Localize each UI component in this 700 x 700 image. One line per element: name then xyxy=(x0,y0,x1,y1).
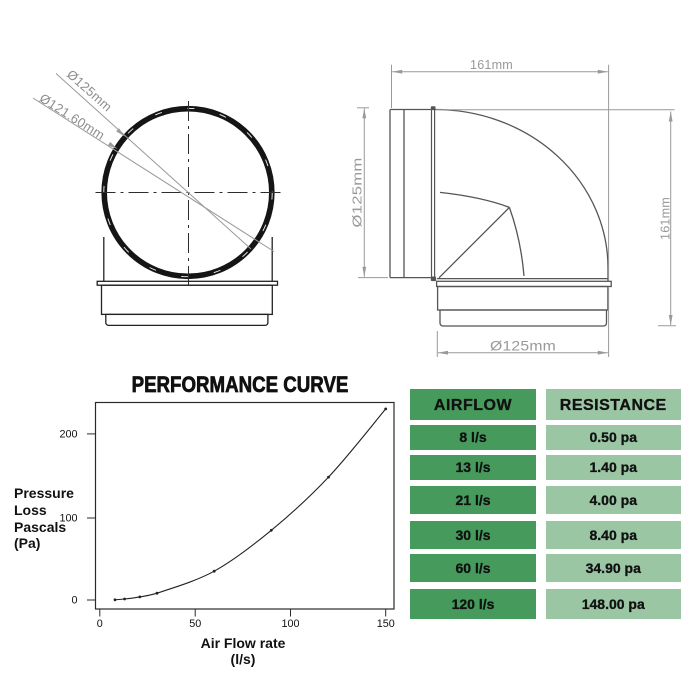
svg-text:0: 0 xyxy=(97,618,103,630)
svg-text:100: 100 xyxy=(59,513,77,525)
svg-text:Ø125mm: Ø125mm xyxy=(490,339,556,354)
svg-text:161mm: 161mm xyxy=(658,197,673,240)
svg-text:150: 150 xyxy=(377,618,395,630)
svg-text:100: 100 xyxy=(281,618,299,630)
svg-text:200: 200 xyxy=(59,429,77,441)
svg-text:50: 50 xyxy=(189,618,201,630)
svg-text:Ø125mm: Ø125mm xyxy=(350,158,365,228)
svg-text:0: 0 xyxy=(71,595,77,607)
svg-text:161mm: 161mm xyxy=(470,57,513,72)
